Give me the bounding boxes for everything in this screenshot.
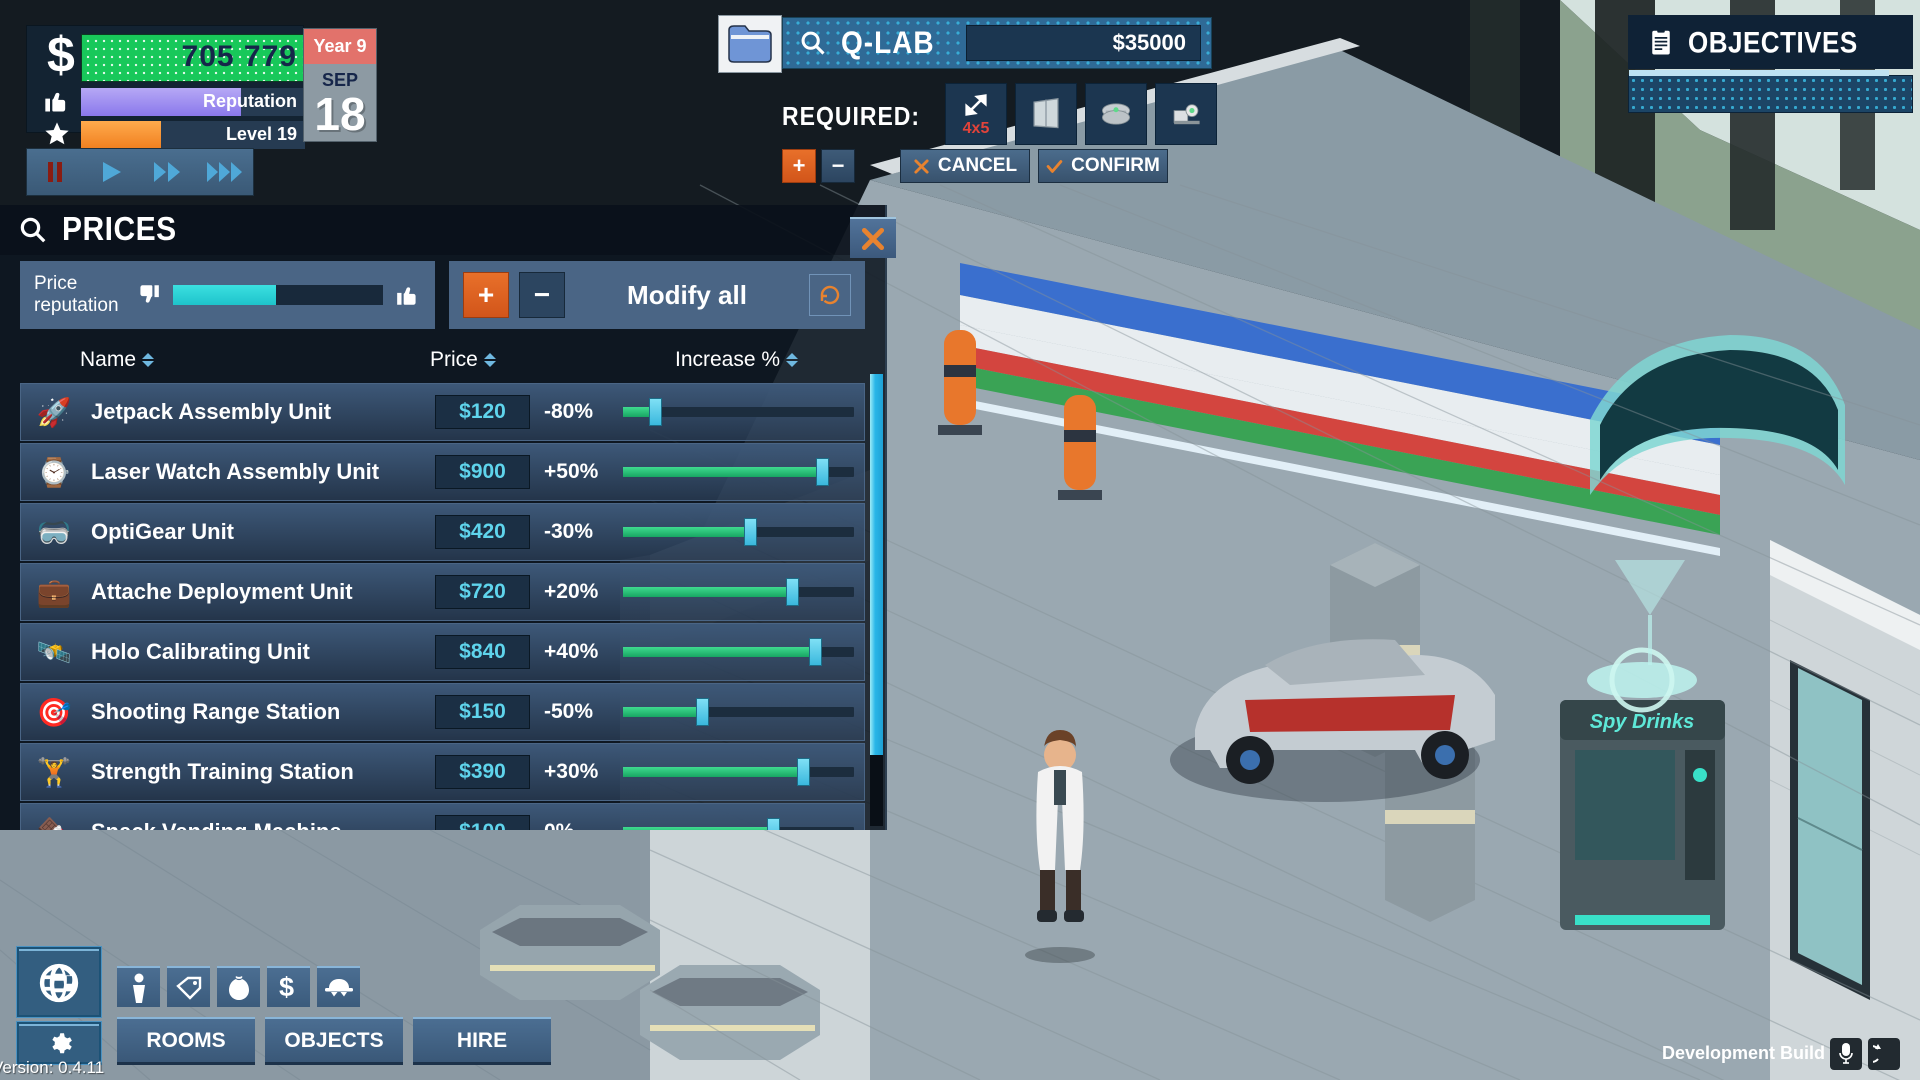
svg-text:$: $ (279, 974, 294, 1001)
svg-text:Spy Drinks: Spy Drinks (1590, 711, 1694, 733)
